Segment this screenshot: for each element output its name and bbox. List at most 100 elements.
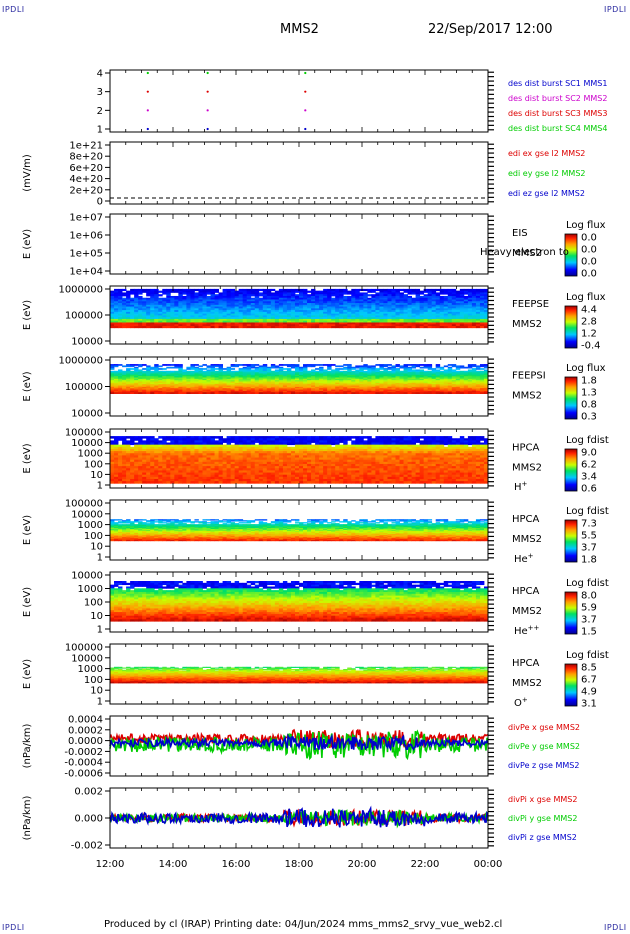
heatmap-cell [395, 365, 400, 368]
heatmap-cell [355, 366, 360, 369]
heatmap-cell [411, 378, 417, 381]
heatmap-cell [170, 459, 175, 463]
heatmap-cell [174, 392, 179, 394]
heatmap-cell [178, 368, 183, 370]
heatmap-cell [190, 453, 195, 456]
heatmap-cell [395, 315, 400, 318]
heatmap-cell [431, 318, 437, 322]
heatmap-cell [411, 301, 417, 304]
heatmap-cell [162, 303, 167, 306]
heatmap-cell [246, 320, 252, 323]
heatmap-cell [323, 364, 328, 366]
heatmap-cell [403, 320, 408, 323]
heatmap-cell [299, 377, 304, 380]
heatmap-cell [266, 320, 272, 323]
heatmap-cell [415, 364, 421, 366]
heatmap-cell [335, 315, 340, 318]
heatmap-cell [178, 457, 183, 461]
heatmap-cell [427, 374, 433, 377]
heatmap-cell [423, 378, 429, 381]
heatmap-cell [399, 366, 404, 369]
heatmap-cell [266, 306, 272, 309]
heatmap-cell [122, 384, 127, 386]
heatmap-cell [423, 392, 429, 394]
heatmap-cell [407, 318, 412, 322]
burst-marker [146, 90, 149, 93]
heatmap-cell [226, 303, 232, 306]
heatmap-cell [411, 372, 417, 374]
heatmap-cell [178, 386, 183, 389]
heatmap-cell [222, 385, 228, 388]
heatmap-cell [222, 376, 228, 378]
y-tick-label: 2 [97, 106, 103, 117]
heatmap-cell [238, 304, 244, 307]
heatmap-cell [194, 377, 199, 380]
heatmap-cell [483, 301, 489, 304]
heatmap-cell [274, 381, 280, 384]
heatmap-cell [399, 377, 404, 380]
heatmap-cell [455, 392, 461, 394]
heatmap-cell [443, 380, 449, 382]
heatmap-cell [222, 386, 228, 389]
heatmap-cell [210, 453, 215, 456]
heatmap-cell [331, 382, 336, 385]
heatmap-cell [178, 384, 183, 386]
heatmap-cell [431, 301, 437, 304]
heatmap-cell [379, 320, 384, 323]
heatmap-cell [234, 301, 240, 304]
heatmap-cell [170, 372, 175, 374]
heatmap-cell [122, 377, 127, 380]
heatmap-cell [242, 303, 248, 306]
heatmap-cell [198, 311, 203, 315]
heatmap-cell [166, 308, 171, 311]
heatmap-cell [202, 364, 207, 366]
heatmap-cell [126, 369, 131, 372]
heatmap-cell [299, 292, 304, 295]
heatmap-cell [311, 288, 316, 292]
heatmap-cell [210, 438, 215, 441]
heatmap-cell [315, 318, 320, 322]
heatmap-cell [459, 370, 465, 373]
heatmap-cell [262, 320, 268, 323]
heatmap-cell [190, 389, 195, 392]
heatmap-cell [234, 320, 240, 323]
heatmap-cell [359, 366, 364, 369]
heatmap-cell [142, 474, 147, 478]
heatmap-cell [435, 322, 441, 325]
heatmap-cell [182, 446, 187, 450]
heatmap-cell [162, 317, 167, 320]
heatmap-cell [254, 392, 260, 394]
heatmap-cell [278, 304, 284, 307]
heatmap-cell [363, 292, 368, 295]
heatmap-cell [198, 448, 203, 452]
heatmap-cell [479, 322, 485, 325]
heatmap-cell [483, 376, 489, 378]
heatmap-cell [331, 384, 336, 386]
heatmap-cell [359, 306, 364, 309]
heatmap-cell [146, 297, 151, 300]
heatmap-cell [194, 310, 199, 313]
heatmap-cell [423, 381, 429, 384]
heatmap-cell [166, 382, 171, 385]
heatmap-cell [158, 320, 163, 323]
heatmap-cell [194, 470, 199, 473]
heatmap-cell [347, 317, 352, 320]
heatmap-cell [331, 299, 336, 302]
heatmap-cell [286, 294, 292, 297]
heatmap-cell [190, 470, 195, 473]
heatmap-cell [459, 386, 465, 389]
heatmap-cell [315, 373, 320, 376]
heatmap-cell [178, 390, 183, 393]
heatmap-cell [126, 322, 131, 325]
heatmap-cell [471, 322, 477, 325]
heatmap-cell [427, 294, 433, 297]
heatmap-cell [250, 288, 256, 292]
heatmap-cell [170, 476, 175, 480]
heatmap-cell [202, 381, 207, 384]
heatmap-cell [399, 378, 404, 381]
heatmap-cell [387, 386, 392, 389]
heatmap-cell [234, 317, 240, 320]
heatmap-cell [154, 374, 159, 377]
heatmap-cell [162, 451, 167, 454]
heatmap-cell [162, 466, 167, 469]
